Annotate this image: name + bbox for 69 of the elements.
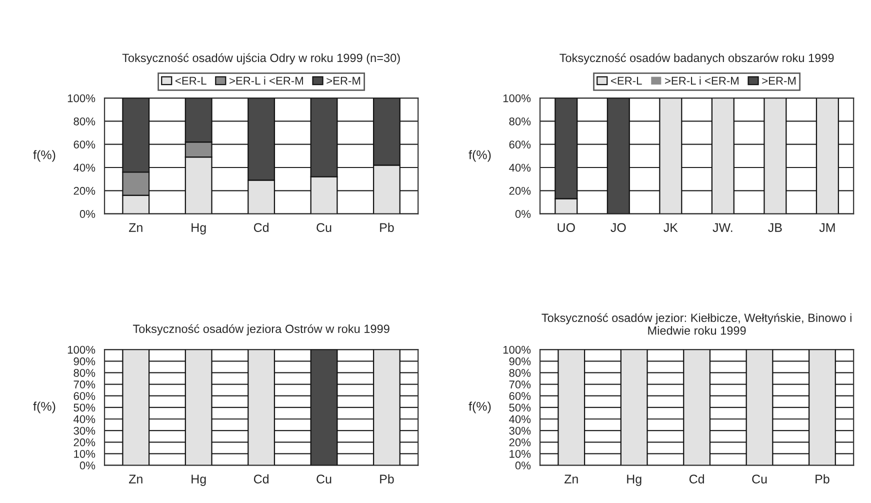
y-tick-label: 60% [509,140,531,148]
y-tick-label: 100% [503,346,531,354]
y-tick-label: 60% [74,392,96,400]
y-tick-label: 80% [509,117,531,126]
x-tick-label: Cu [316,223,332,232]
y-tick-label: 10% [510,450,531,458]
y-tick-label: 90% [74,357,96,366]
y-axis-title: f(%) [468,402,491,414]
y-axis-title: f(%) [468,150,491,162]
x-tick-label: Pb [380,474,394,484]
y-tick-label: 0% [515,210,531,218]
y-tick-label: 100% [503,94,531,102]
x-tick-label: Cd [254,474,268,484]
y-tick-label: 40% [509,164,531,172]
y-tick-label: 70% [74,380,96,388]
x-tick-label: Hg [627,474,642,486]
x-tick-label: Zn [128,474,142,484]
x-tick-label: Hg [192,223,206,234]
x-tick-label: JM [819,223,835,232]
y-tick-label: 20% [509,186,531,195]
y-tick-label: 40% [509,415,531,424]
chart-title: Toksyczność osadów badanych obszarów roku 1999 [560,53,834,64]
y-tick-label: 40% [74,164,96,172]
y-tick-label: 80% [74,117,96,126]
x-tick-label: JO [610,223,626,232]
x-tick-label: Zn [564,474,578,484]
y-axis-title: f(%) [33,150,56,162]
x-tick-label: Pb [816,474,830,484]
y-axis-title: f(%) [33,402,56,414]
x-tick-label: JW. [712,223,732,232]
x-tick-label: Hg [192,474,206,486]
x-tick-label: JB [768,223,782,232]
legend-label: >ER-L i <ER-M [665,76,738,85]
y-tick-label: 10% [74,450,96,458]
y-tick-label: 60% [509,392,531,400]
y-tick-label: 30% [74,426,96,435]
chart-title: Toksyczność osadów jeziora Ostrów w roku 1999 [132,324,390,336]
x-tick-label: Cu [752,474,767,484]
y-tick-label: 0% [80,210,96,218]
y-tick-label: 100% [68,346,96,354]
y-tick-label: 90% [509,357,531,366]
legend-label: <ER-L [175,76,206,85]
y-tick-label: 30% [509,426,531,435]
y-tick-label: 40% [74,415,96,424]
x-tick-label: Cd [254,222,268,232]
y-tick-label: 50% [74,404,96,412]
y-tick-label: 20% [74,186,96,195]
y-tick-label: 80% [509,368,531,377]
legend-label: >ER-M [326,76,360,85]
y-tick-label: 20% [74,438,96,446]
y-tick-label: 100% [68,94,96,102]
legend-label: >ER-M [762,76,796,85]
y-tick-label: 60% [74,140,96,148]
y-tick-label: 20% [509,438,531,446]
x-tick-label: UO [558,223,575,232]
x-tick-label: Cd [689,474,704,484]
x-tick-label: JK [664,223,678,232]
chart-title: Toksyczność osadów ujścia Odry w roku 1999 (n=30) [122,53,400,64]
y-tick-label: 70% [509,380,531,388]
x-tick-label: Cu [316,474,332,484]
y-tick-label: 0% [80,462,96,470]
legend-label: >ER-L i <ER-M [230,76,303,85]
x-tick-label: Zn [128,223,142,232]
y-tick-label: 50% [509,404,531,412]
x-tick-label: Pb [380,222,394,232]
chart-title: Toksyczność osadów jezior: Kiełbicze, Wełtyńskie, Binowo i Miedwie roku 1999 [542,313,852,335]
y-tick-label: 0% [515,462,531,470]
legend-label: <ER-L [610,76,642,85]
y-tick-label: 80% [74,368,96,377]
